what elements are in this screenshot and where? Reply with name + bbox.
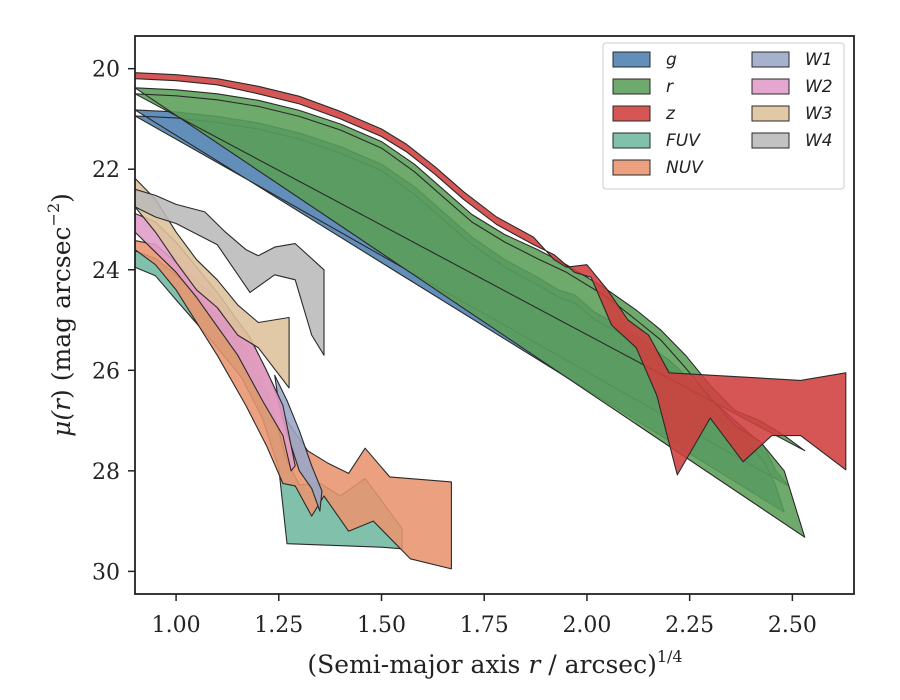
legend-swatch-z — [612, 105, 651, 122]
legend-label-w3: W3 — [805, 104, 833, 124]
x-axis-label: (Semi-major axis r / arcsec)1/4 — [307, 647, 682, 679]
legend-label-w1: W1 — [805, 50, 833, 70]
x-tick-label: 2.25 — [665, 613, 714, 638]
legend-label-nuv: NUV — [666, 158, 704, 178]
legend-label-z: z — [665, 104, 676, 124]
legend-swatch-w2 — [751, 78, 790, 95]
y-tick-label: 20 — [92, 58, 120, 83]
y-tick-label: 30 — [92, 560, 120, 585]
legend-label-fuv: FUV — [666, 131, 701, 151]
legend-swatch-nuv — [612, 159, 651, 176]
series-layer — [134, 72, 847, 570]
legend-label-w4: W4 — [805, 131, 833, 151]
y-tick-label: 28 — [92, 460, 120, 485]
x-tick-label: 2.50 — [768, 613, 817, 638]
legend-label-g: g — [666, 50, 677, 70]
series-band-z — [134, 72, 847, 476]
y-tick-label: 24 — [92, 259, 120, 284]
legend-label-w2: W2 — [805, 77, 833, 97]
series-band-w3 — [134, 177, 290, 389]
ticks-layer: 1.00 1.25 1.50 1.75 2.00 2.25 2.50 20 22 24 26 28 30 — [92, 58, 817, 638]
legend-swatch-w1 — [751, 51, 790, 68]
legend-swatch-g — [612, 51, 651, 68]
x-tick-label: 1.50 — [357, 613, 406, 638]
legend-swatch-fuv — [612, 132, 651, 149]
legend: grz FUV NUV W1 W2 W3 W4 — [602, 42, 845, 190]
x-tick-label: 1.75 — [460, 613, 509, 638]
y-axis-label: μ(r) (mag arcsec−2) — [44, 193, 76, 437]
series-band-w4 — [134, 188, 325, 356]
y-tick-label: 22 — [92, 158, 120, 183]
x-tick-label: 1.25 — [254, 613, 303, 638]
legend-swatch-r — [612, 78, 651, 95]
plot-frame — [134, 35, 855, 595]
x-tick-label: 1.00 — [152, 613, 201, 638]
legend-label-r: r — [666, 77, 674, 97]
x-tick-label: 2.00 — [562, 613, 611, 638]
legend-swatch-w4 — [751, 132, 790, 149]
legend-swatch-w3 — [751, 105, 790, 122]
y-tick-label: 26 — [92, 359, 120, 384]
